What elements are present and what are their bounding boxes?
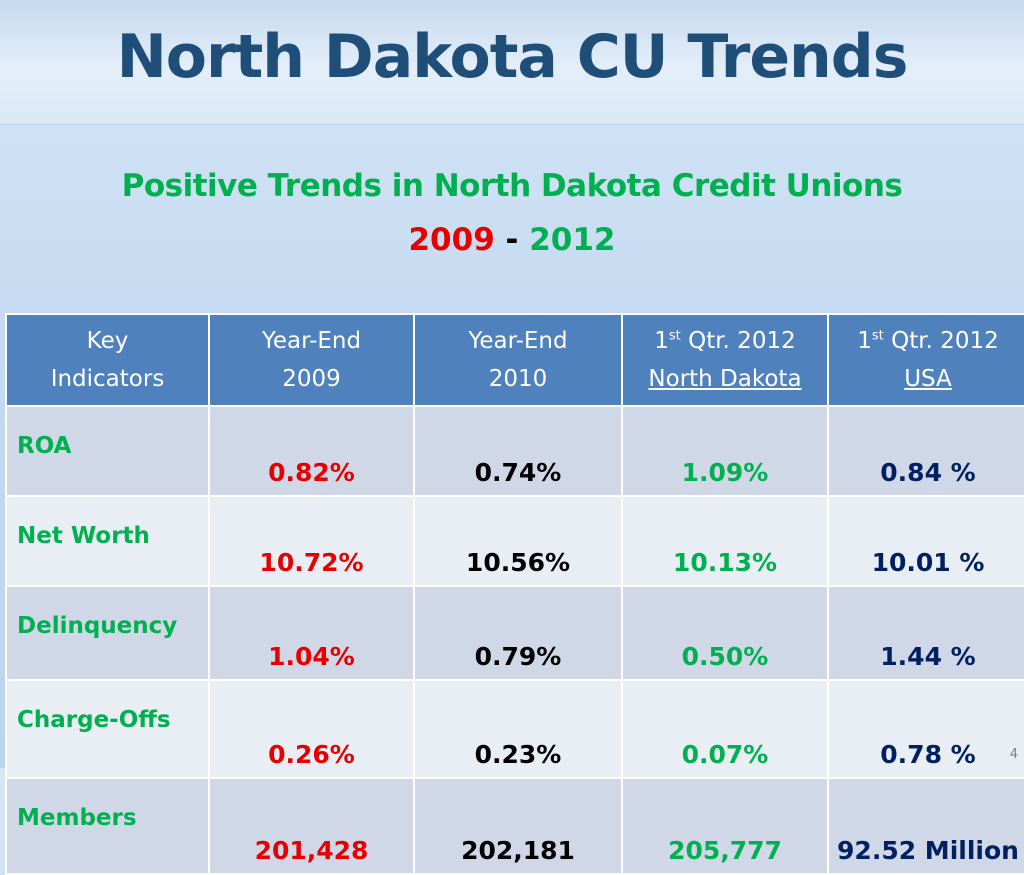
header-year-end-2009: Year-End 2009	[208, 313, 415, 407]
year-start: 2009	[408, 222, 495, 258]
cell-year-end-2010: 0.23%	[413, 679, 623, 779]
row-label: Charge-Offs	[5, 679, 210, 779]
table-row: ROA 0.82% 0.74% 1.09% 0.84 %	[5, 405, 1024, 497]
cell-q1-usa: 10.01 %	[827, 495, 1024, 587]
slide-title: North Dakota CU Trends	[116, 22, 909, 92]
header-year-end-2010: Year-End 2010	[413, 313, 623, 407]
table-row: Delinquency 1.04% 0.79% 0.50% 1.44 %	[5, 585, 1024, 681]
table-row: Charge-Offs 0.26% 0.23% 0.07% 0.78 %	[5, 679, 1024, 779]
cell-q1-north-dakota: 0.50%	[621, 585, 829, 681]
row-label: ROA	[5, 405, 210, 497]
row-label: Net Worth	[5, 495, 210, 587]
cell-year-end-2009: 10.72%	[208, 495, 415, 587]
cell-q1-north-dakota: 205,777	[621, 777, 829, 875]
page-number: 4	[1009, 747, 1018, 762]
row-label: Delinquency	[5, 585, 210, 681]
slide-subtitle: Positive Trends in North Dakota Credit U…	[121, 168, 903, 204]
year-end: 2012	[529, 222, 616, 258]
table-row: Members 201,428 202,181 205,777 92.52 Mi…	[5, 777, 1024, 875]
cell-year-end-2009: 201,428	[208, 777, 415, 875]
cell-q1-north-dakota: 0.07%	[621, 679, 829, 779]
cell-q1-usa: 92.52 Million	[827, 777, 1024, 875]
cell-year-end-2009: 1.04%	[208, 585, 415, 681]
header-q1-2012-north-dakota: 1st Qtr. 2012 North Dakota	[621, 313, 829, 407]
cell-q1-north-dakota: 10.13%	[621, 495, 829, 587]
year-separator: -	[494, 222, 530, 258]
year-range: 2009 - 2012	[0, 222, 1024, 258]
indicators-table: Key Indicators Year-End 2009 Year-End 20…	[5, 313, 1024, 875]
cell-q1-usa: 0.84 %	[827, 405, 1024, 497]
header-key-indicators: Key Indicators	[5, 313, 210, 407]
title-band	[0, 0, 1024, 125]
cell-year-end-2010: 0.74%	[413, 405, 623, 497]
cell-q1-usa: 1.44 %	[827, 585, 1024, 681]
row-label: Members	[5, 777, 210, 875]
table-header-row: Key Indicators Year-End 2009 Year-End 20…	[5, 313, 1024, 407]
header-q1-2012-usa: 1st Qtr. 2012 USA	[827, 313, 1024, 407]
cell-year-end-2009: 0.82%	[208, 405, 415, 497]
cell-q1-usa: 0.78 %	[827, 679, 1024, 779]
cell-year-end-2010: 0.79%	[413, 585, 623, 681]
table-row: Net Worth 10.72% 10.56% 10.13% 10.01 %	[5, 495, 1024, 587]
cell-q1-north-dakota: 1.09%	[621, 405, 829, 497]
cell-year-end-2010: 10.56%	[413, 495, 623, 587]
cell-year-end-2010: 202,181	[413, 777, 623, 875]
cell-year-end-2009: 0.26%	[208, 679, 415, 779]
